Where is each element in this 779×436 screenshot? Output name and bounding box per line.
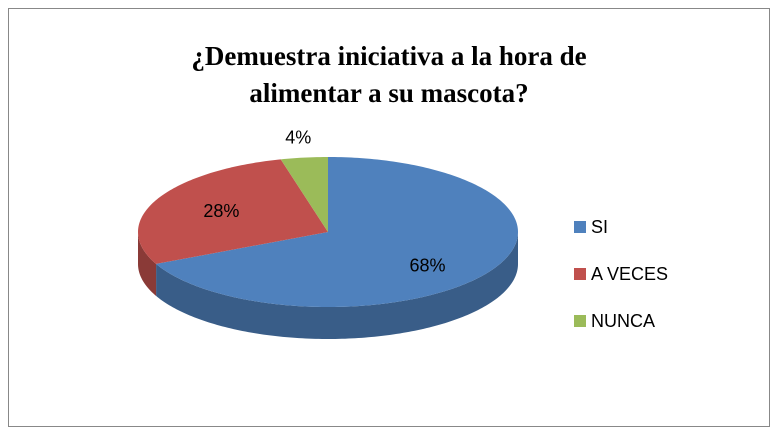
legend-label: SI (591, 217, 608, 237)
chart-title: ¿Demuestra iniciativa a la hora de alime… (191, 41, 587, 108)
pie-slice-side (138, 232, 157, 296)
legend-label: A VECES (591, 264, 668, 284)
legend-label: NUNCA (591, 311, 655, 331)
legend-swatch (574, 315, 586, 327)
pie-slice (280, 157, 328, 232)
data-label: 28% (203, 201, 239, 221)
legend-swatch (574, 268, 586, 280)
data-label: 68% (409, 256, 445, 276)
legend-swatch (574, 221, 586, 233)
pie-slice (156, 157, 518, 307)
chart-frame (8, 8, 770, 427)
data-label: 4% (285, 128, 311, 148)
pie-slice-side (156, 232, 518, 339)
pie-slice (138, 159, 328, 264)
